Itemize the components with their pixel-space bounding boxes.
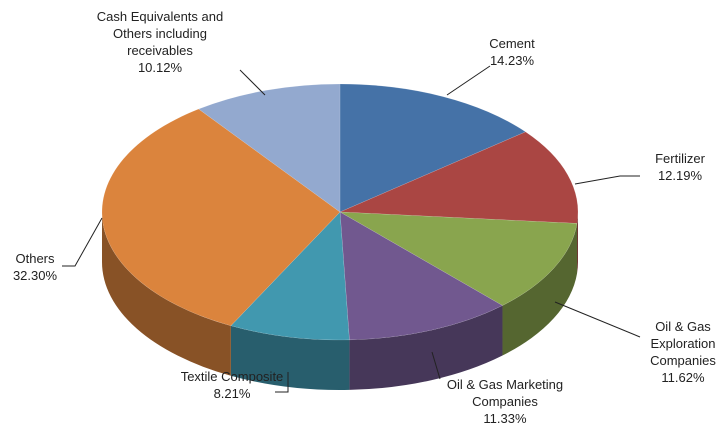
value-label: 14.23% bbox=[489, 53, 535, 68]
slices bbox=[101, 83, 579, 390]
category-label: Oil & Gas Exploration Companies bbox=[650, 319, 716, 368]
leader-lines bbox=[62, 65, 641, 393]
slice bbox=[198, 83, 341, 213]
slice-label: Textile Composite 8.21% bbox=[162, 368, 302, 402]
category-label: Others bbox=[15, 251, 55, 266]
leader-line bbox=[446, 65, 491, 96]
category-label: Textile Composite bbox=[180, 369, 284, 384]
value-label: 11.33% bbox=[483, 411, 527, 426]
slice-label: Oil & Gas Exploration Companies 11.62% bbox=[638, 318, 727, 386]
leader-line bbox=[431, 351, 441, 380]
leader-line bbox=[574, 175, 640, 185]
slice-label: Oil & Gas Marketing Companies 11.33% bbox=[430, 376, 580, 427]
slice-side bbox=[349, 305, 503, 390]
leader-line bbox=[239, 69, 266, 96]
value-label: 8.21% bbox=[213, 386, 251, 401]
value-label: 11.62% bbox=[661, 370, 705, 385]
slice-side bbox=[102, 212, 231, 376]
leader-line bbox=[275, 372, 289, 393]
category-label: Fertilizer bbox=[655, 151, 705, 166]
category-label: Cash Equivalents and Others including re… bbox=[96, 9, 224, 58]
slice-label: Others 32.30% bbox=[0, 250, 70, 284]
leader-line bbox=[554, 301, 641, 338]
slice bbox=[339, 211, 504, 341]
slice bbox=[230, 211, 350, 341]
slice bbox=[339, 211, 578, 306]
category-label: Oil & Gas Marketing Companies bbox=[446, 377, 564, 409]
slice bbox=[339, 131, 579, 224]
slice bbox=[101, 108, 341, 327]
slice bbox=[339, 83, 527, 213]
value-label: 10.12% bbox=[137, 60, 183, 75]
slice-label: Cash Equivalents and Others including re… bbox=[85, 8, 235, 76]
leader-line bbox=[62, 217, 103, 267]
slice-label: Cement 14.23% bbox=[462, 35, 562, 69]
slice-side bbox=[577, 212, 578, 274]
slice-side bbox=[230, 325, 350, 390]
value-label: 32.30% bbox=[12, 268, 58, 283]
slice-side bbox=[502, 223, 578, 356]
category-label: Cement bbox=[489, 36, 535, 51]
value-label: 12.19% bbox=[657, 168, 703, 183]
slice-label: Fertilizer 12.19% bbox=[640, 150, 720, 184]
